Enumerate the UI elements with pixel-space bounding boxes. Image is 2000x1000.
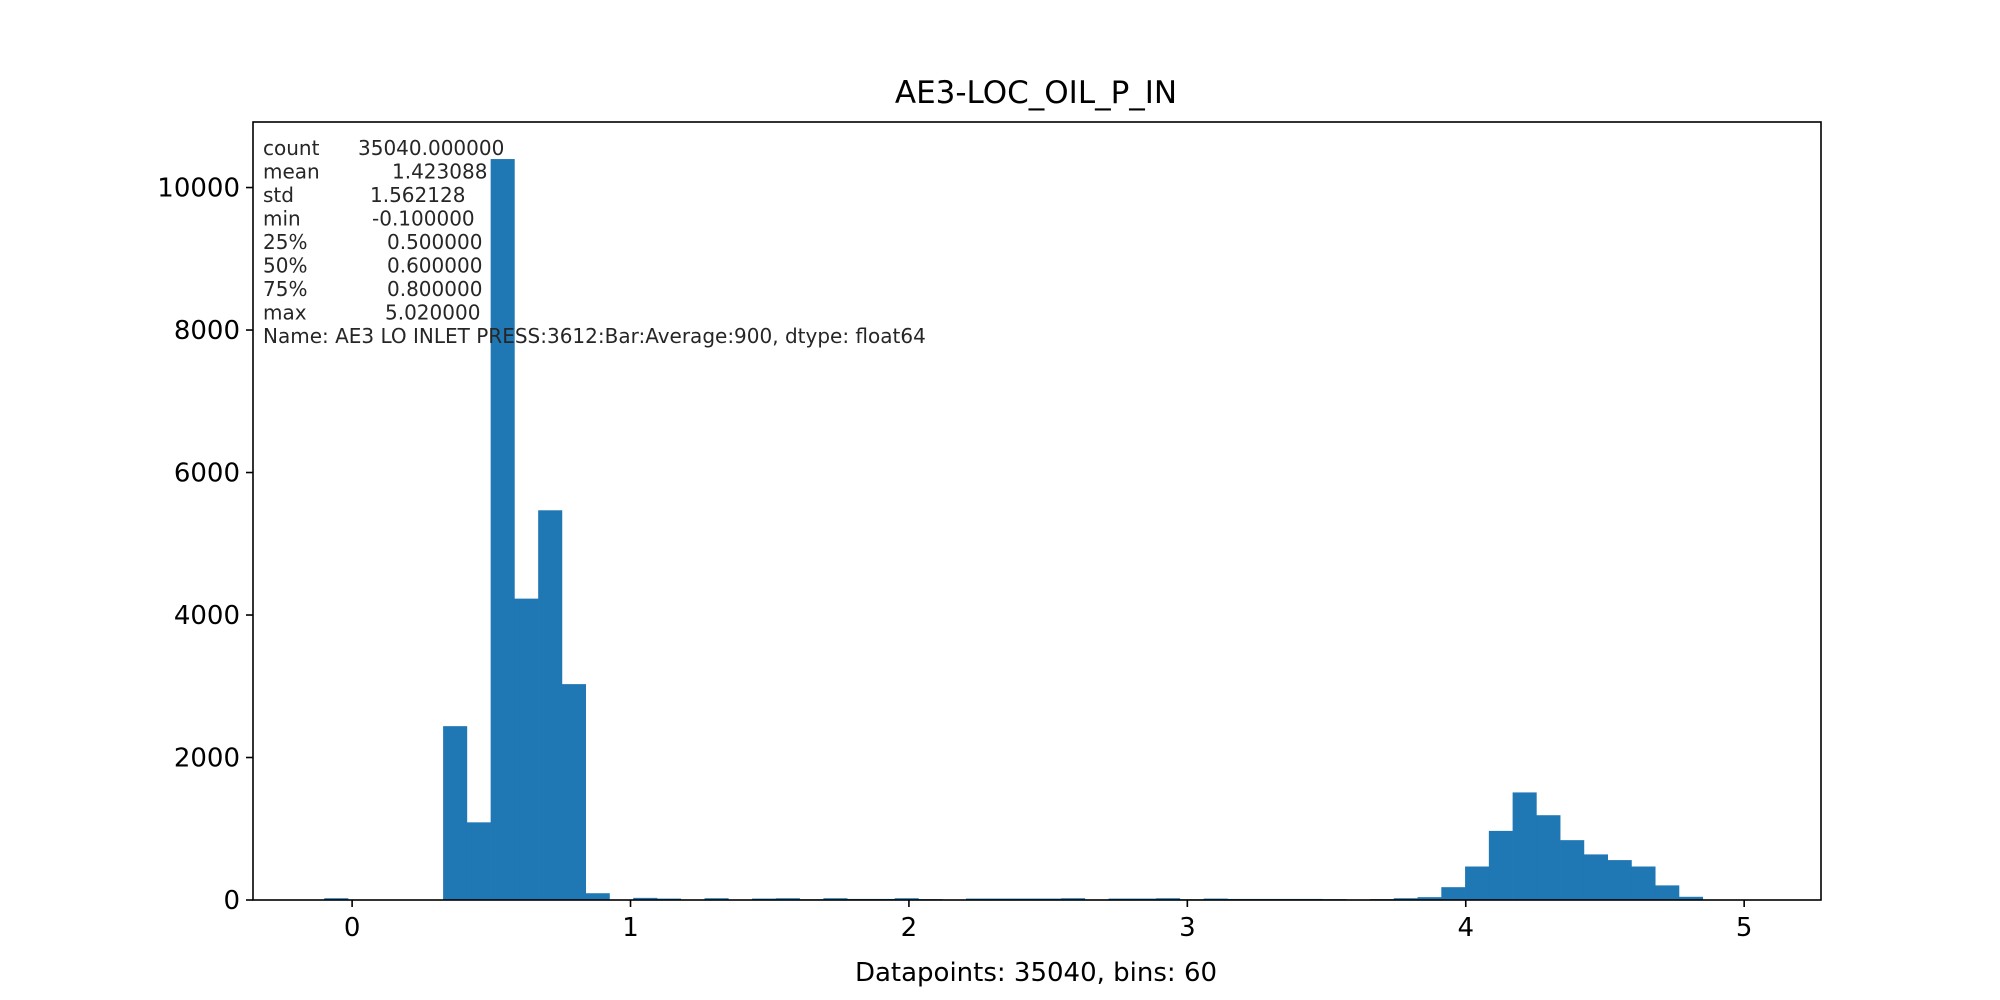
- histogram-bar: [490, 159, 515, 901]
- histogram-bar: [1607, 860, 1632, 900]
- x-tick-label: 5: [1736, 913, 1753, 943]
- x-axis-label: Datapoints: 35040, bins: 60: [855, 958, 1217, 988]
- y-tick-label: 8000: [174, 316, 240, 346]
- x-tick-label: 2: [901, 913, 918, 943]
- histogram-bar: [775, 898, 800, 900]
- stats-label: mean: [263, 160, 320, 184]
- histogram-bar: [1512, 792, 1537, 900]
- histogram-bar: [1655, 885, 1680, 900]
- stats-label: 75%: [263, 277, 307, 301]
- histogram-bar: [443, 726, 468, 900]
- histogram-bar: [561, 684, 587, 900]
- plot-frame: [252, 121, 1822, 901]
- stats-label: max: [263, 301, 307, 325]
- chart-title: AE3-LOC_OIL_P_IN: [895, 75, 1177, 111]
- y-tick-label: 0: [223, 886, 240, 916]
- stats-label: count: [263, 136, 320, 160]
- stats-label: std: [263, 183, 294, 207]
- stats-value: -0.100000: [372, 207, 475, 231]
- x-tick-label: 1: [622, 913, 639, 943]
- histogram-bar: [1631, 866, 1656, 900]
- histogram-bar: [324, 898, 349, 900]
- histogram-bar: [1393, 898, 1418, 900]
- stats-footer: Name: AE3 LO INLET PRESS:3612:Bar:Averag…: [263, 324, 926, 348]
- histogram-bar: [1488, 830, 1513, 900]
- histogram-bar: [466, 822, 491, 900]
- histogram-bar: [585, 893, 610, 900]
- stats-value: 0.500000: [387, 230, 482, 254]
- stats-label: 50%: [263, 254, 307, 278]
- histogram-bar: [704, 898, 729, 900]
- histogram-bar: [514, 598, 539, 900]
- x-tick-label: 0: [344, 913, 361, 943]
- x-tick-label: 3: [1179, 913, 1196, 943]
- histogram-bars: [324, 159, 1704, 901]
- histogram-bar: [1536, 815, 1561, 900]
- stats-box: count 35040.000000 mean 1.423088 std 1.562128…: [263, 136, 926, 348]
- histogram-bar: [1417, 897, 1442, 900]
- histogram-bar: [894, 898, 919, 900]
- stats-label: min: [263, 207, 301, 231]
- y-tick-label: 2000: [174, 744, 240, 774]
- histogram-bar: [538, 510, 563, 900]
- histogram-bar: [823, 898, 848, 900]
- histogram-bar: [1560, 840, 1585, 900]
- stats-value: 0.800000: [387, 277, 482, 301]
- histogram-bar: [1156, 898, 1181, 900]
- histogram-bar: [1583, 854, 1608, 900]
- x-axis-ticks: 0 1 2 3 4 5: [344, 900, 1753, 943]
- stats-value: 0.600000: [387, 254, 482, 278]
- stats-label: 25%: [263, 230, 307, 254]
- y-axis-ticks: 0 2000 4000 6000 8000 10000: [157, 174, 253, 916]
- histogram-bar: [1061, 898, 1086, 900]
- stats-value: 5.020000: [385, 301, 480, 325]
- stats-value: 1.423088: [392, 160, 487, 184]
- histogram-bar: [1678, 896, 1704, 900]
- y-tick-label: 6000: [174, 459, 240, 489]
- stats-value: 1.562128: [370, 183, 465, 207]
- histogram-bar: [1465, 866, 1490, 900]
- y-tick-label: 10000: [157, 174, 240, 204]
- histogram-bar: [633, 897, 658, 900]
- stats-value: 35040.000000: [358, 136, 504, 160]
- histogram-bar: [1441, 887, 1466, 900]
- y-tick-label: 4000: [174, 601, 240, 631]
- x-tick-label: 4: [1457, 913, 1474, 943]
